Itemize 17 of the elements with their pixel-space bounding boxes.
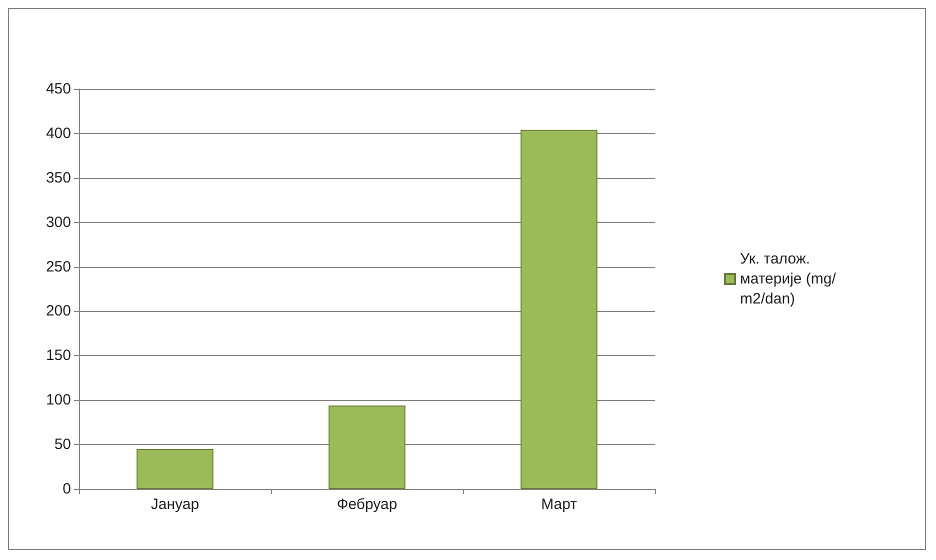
bar bbox=[520, 130, 598, 489]
y-tick-label: 350 bbox=[46, 169, 71, 186]
bar bbox=[328, 405, 406, 489]
y-tick-label: 300 bbox=[46, 214, 71, 231]
y-tick-label: 250 bbox=[46, 258, 71, 276]
y-tick-label: 200 bbox=[46, 302, 71, 320]
y-tick-label: 400 bbox=[46, 124, 71, 142]
y-tick-label: 0 bbox=[62, 480, 71, 498]
x-tick-label: Фебруар bbox=[336, 496, 398, 513]
y-tick-label: 50 bbox=[54, 436, 71, 454]
legend-label: Ук. талож. материје (mg/m2/dan) bbox=[740, 250, 837, 308]
y-tick-label: 150 bbox=[46, 347, 71, 364]
bar bbox=[136, 449, 214, 489]
x-tick-label: Јануар bbox=[150, 496, 200, 513]
y-tick-label: 450 bbox=[46, 80, 71, 98]
x-tick-label: Март bbox=[541, 496, 578, 513]
y-tick-label: 100 bbox=[46, 392, 71, 409]
